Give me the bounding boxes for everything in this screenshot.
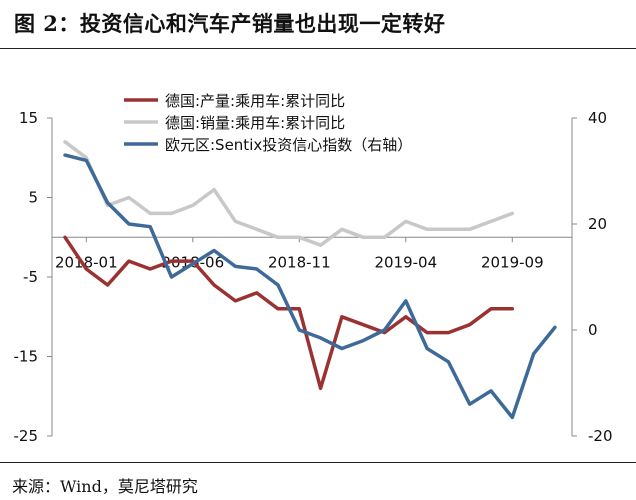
x-tick-label: 2018-01 (55, 253, 118, 271)
right-tick-label: 40 (588, 109, 607, 127)
series-line-1 (63, 140, 515, 247)
right-tick-label: -20 (588, 427, 613, 445)
left-tick-label: -25 (14, 427, 39, 445)
series-lines (63, 140, 557, 420)
right-tick-label: 20 (588, 215, 607, 233)
series-line-2 (63, 153, 557, 420)
left-tick-label: 5 (28, 189, 38, 207)
x-axis: 2018-01 2018-06 2018-11 2019-04 2019-09 (52, 236, 572, 271)
legend-label-2: 欧元区:Sentix投资信心指数（右轴） (165, 136, 412, 154)
legend-label-1: 德国:销量:乘用车:累计同比 (165, 114, 345, 132)
chart-title: 图 2：投资信心和汽车产销量也出现一定转好 (14, 11, 446, 36)
left-tick-label: 15 (19, 109, 38, 127)
x-tick-label: 2018-11 (268, 253, 331, 271)
x-tick-label: 2019-04 (374, 253, 437, 271)
x-tick-label: 2019-09 (481, 253, 544, 271)
right-tick-label: 0 (588, 321, 598, 339)
legend: 德国:产量:乘用车:累计同比德国:销量:乘用车:累计同比欧元区:Sentix投资… (124, 92, 412, 154)
top-rule (0, 48, 636, 49)
left-tick-label: -15 (14, 348, 39, 366)
right-axis: 40 20 0 -20 (571, 109, 613, 445)
left-axis: 15 5 -5 -15 -25 (14, 109, 53, 445)
bottom-rule (0, 462, 636, 463)
source-note: 来源：Wind，莫尼塔研究 (12, 477, 198, 496)
left-tick-label: -5 (23, 268, 38, 286)
legend-label-0: 德国:产量:乘用车:累计同比 (165, 92, 345, 110)
